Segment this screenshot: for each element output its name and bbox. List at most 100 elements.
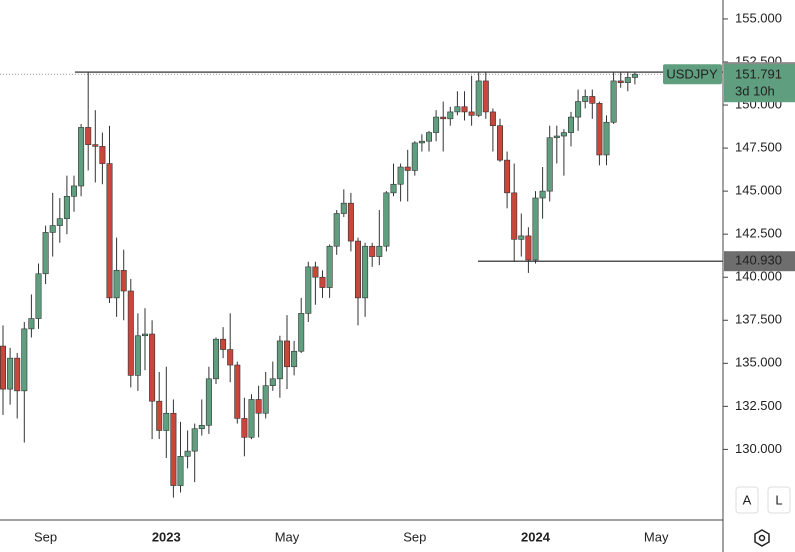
last-price-box (724, 64, 795, 103)
candle-body (248, 399, 255, 438)
candle-body (539, 190, 546, 199)
settings-icon[interactable] (754, 529, 770, 547)
candle-body (369, 245, 376, 257)
scale-button-label[interactable]: L (775, 492, 782, 507)
candle-body (404, 166, 411, 171)
candle-body (134, 335, 141, 376)
candle-body (92, 144, 99, 147)
candle-body (525, 235, 532, 261)
candle-body (546, 137, 553, 192)
candle-body (305, 266, 312, 314)
candle-body (496, 125, 503, 161)
candle-body (454, 106, 461, 113)
candle-body (354, 240, 361, 299)
candle-body (617, 80, 624, 83)
candle-body (312, 266, 319, 278)
candle-body (28, 318, 35, 330)
hex-settings-icon[interactable] (754, 529, 770, 547)
candle-body (7, 357, 14, 390)
scale-button[interactable] (735, 486, 759, 514)
x-tick-label: May (644, 529, 669, 544)
y-tick-label: 132.500 (735, 398, 782, 413)
candle-body (603, 121, 610, 156)
y-tick-label: 142.500 (735, 226, 782, 241)
candle-body (518, 235, 525, 240)
candle-body (291, 350, 298, 368)
candle-body (504, 159, 511, 194)
candle-body (234, 364, 241, 419)
y-tick-label: 137.500 (735, 312, 782, 327)
x-tick-label: 2024 (521, 529, 551, 544)
countdown-label: 3d 10h (735, 84, 775, 99)
candle-body (170, 412, 177, 486)
candle-body (85, 127, 92, 145)
level-price-box (724, 251, 795, 272)
candle-body (156, 400, 163, 431)
candle-body (461, 106, 468, 113)
y-tick-label: 135.000 (735, 355, 782, 370)
candle-body (326, 245, 333, 288)
candle-body (631, 73, 638, 78)
candle-body (163, 412, 170, 431)
candle-body (532, 197, 539, 261)
candle-body (362, 245, 369, 299)
candle-body (56, 218, 63, 226)
x-tick-label: 2023 (152, 529, 181, 544)
candle-body (21, 328, 28, 392)
candle-body (262, 385, 269, 414)
last-price-label: 151.791 (735, 67, 782, 82)
candle-body (560, 132, 567, 137)
candle-body (447, 111, 454, 120)
candle-body (489, 111, 496, 126)
y-tick-label: 140.000 (735, 269, 782, 284)
candle-body (127, 290, 134, 376)
candle-body (276, 340, 283, 380)
candle-body (213, 338, 220, 380)
candle-body (610, 80, 617, 123)
scale-button[interactable] (767, 486, 791, 514)
candle-body (411, 142, 418, 171)
candle-body (227, 349, 234, 366)
candle-body (99, 146, 106, 164)
candle-body (205, 378, 212, 426)
candle-body (269, 378, 276, 386)
candle-body (511, 192, 518, 240)
candle-body (575, 101, 582, 118)
candle-body (42, 232, 49, 275)
candle-body (319, 276, 326, 288)
candle-body (149, 333, 156, 402)
y-tick-label: 155.000 (735, 10, 782, 25)
candle-body (383, 192, 390, 247)
candle-body (468, 111, 475, 116)
candle-body (596, 103, 603, 156)
candle-body (433, 116, 440, 133)
symbol-tag (663, 64, 722, 85)
level-price-label: 140.930 (735, 253, 782, 268)
candle-body (49, 225, 56, 233)
candle-body (482, 80, 489, 113)
x-tick-label: Sep (403, 529, 426, 544)
candle-body (397, 166, 404, 185)
candle-body (106, 163, 113, 299)
y-tick-label: 145.000 (735, 183, 782, 198)
candle-body (14, 357, 21, 392)
candle-body (567, 116, 574, 133)
scale-button-label[interactable]: A (743, 492, 752, 507)
candle-body (142, 333, 149, 337)
candle-body (241, 418, 248, 438)
symbol-label: USDJPY (666, 67, 718, 82)
candle-body (425, 132, 432, 142)
candle-body (191, 428, 198, 452)
candle-body (78, 127, 85, 187)
candle-body (553, 135, 560, 139)
candle-body (198, 424, 205, 430)
candle-body (440, 116, 447, 120)
settings-icon-center (758, 534, 766, 542)
candle-body (333, 213, 340, 247)
x-tick-label: May (275, 529, 300, 544)
candle-body (475, 80, 482, 116)
y-tick-label: 147.500 (735, 140, 782, 155)
y-tick-label: 130.000 (735, 441, 782, 456)
